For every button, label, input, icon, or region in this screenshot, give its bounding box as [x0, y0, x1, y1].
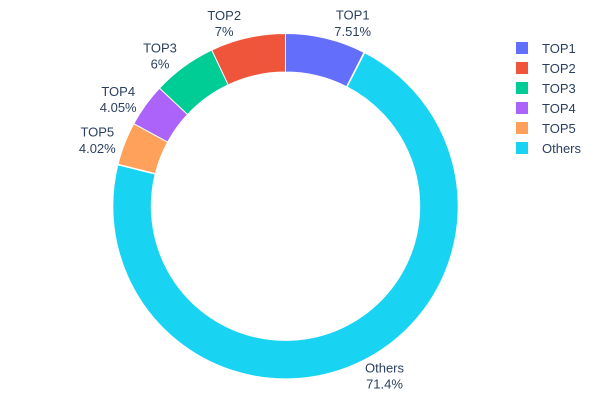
svg-text:TOP3: TOP3 — [542, 81, 576, 96]
svg-text:TOP4: TOP4 — [101, 84, 135, 99]
svg-text:TOP2: TOP2 — [207, 8, 241, 23]
svg-text:TOP2: TOP2 — [542, 61, 576, 76]
svg-text:7%: 7% — [215, 24, 234, 39]
svg-text:Others: Others — [365, 361, 405, 376]
svg-text:TOP5: TOP5 — [542, 121, 576, 136]
svg-text:TOP4: TOP4 — [542, 101, 576, 116]
svg-text:71.4%: 71.4% — [366, 377, 403, 392]
svg-text:6%: 6% — [151, 57, 170, 72]
svg-text:TOP1: TOP1 — [542, 41, 576, 56]
svg-text:TOP3: TOP3 — [143, 40, 177, 55]
svg-text:TOP1: TOP1 — [336, 8, 370, 23]
svg-text:4.02%: 4.02% — [79, 141, 116, 156]
svg-text:7.51%: 7.51% — [334, 24, 371, 39]
svg-text:4.05%: 4.05% — [100, 100, 137, 115]
svg-text:TOP5: TOP5 — [80, 125, 114, 140]
svg-text:Others: Others — [542, 141, 582, 156]
